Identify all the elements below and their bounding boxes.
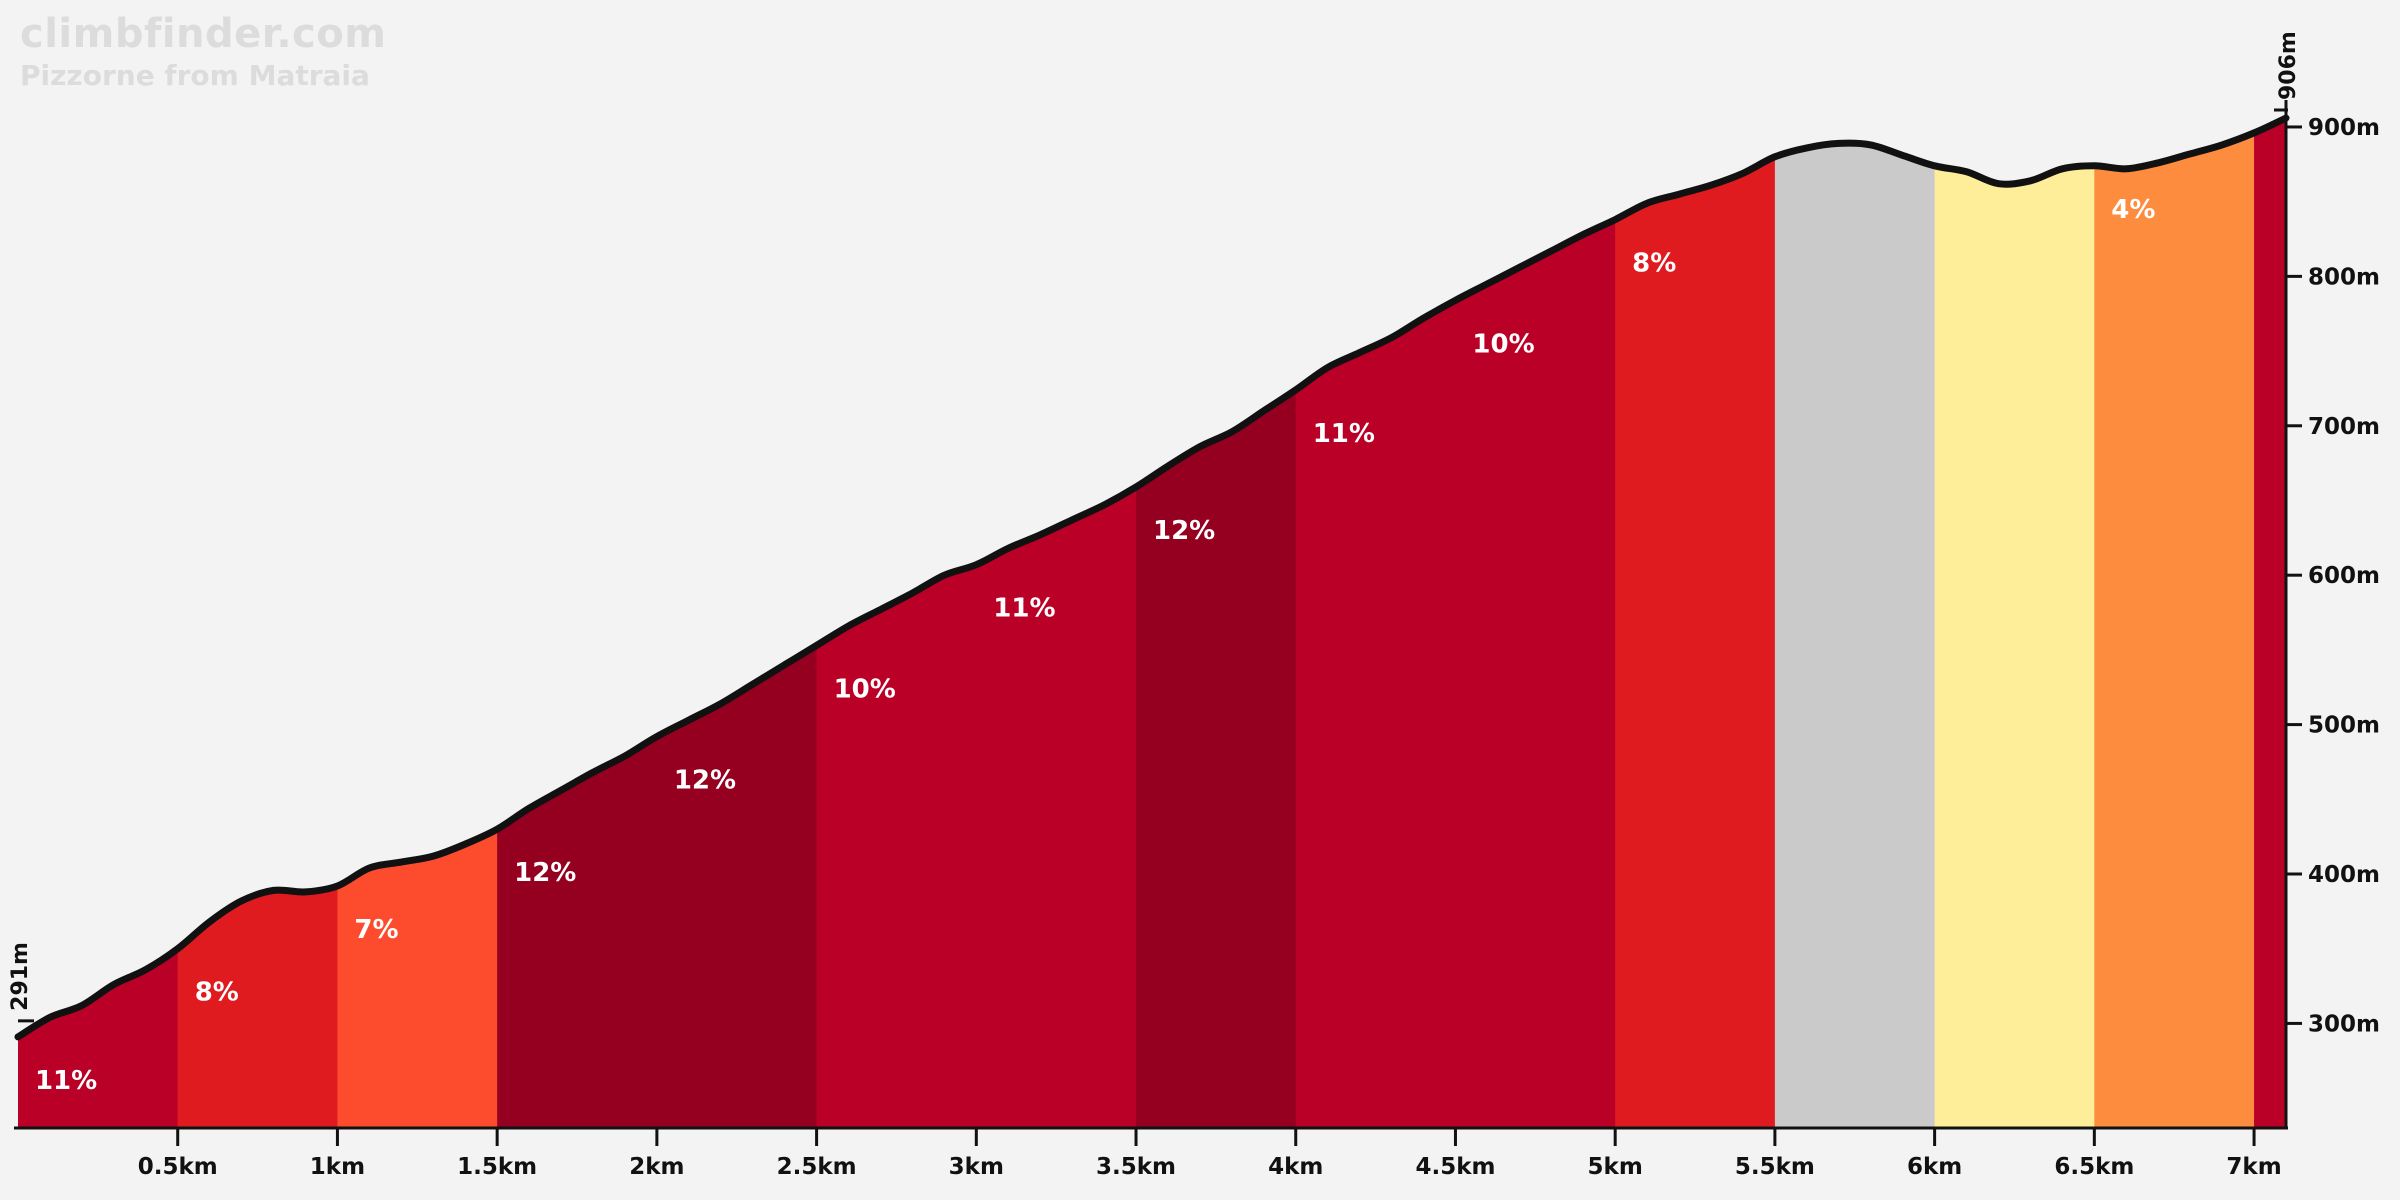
x-tick-label: 3km xyxy=(949,1154,1004,1180)
start-elevation-label: 291m xyxy=(8,942,33,1011)
gradient-label: 8% xyxy=(195,978,239,1008)
x-tick-label: 2km xyxy=(629,1154,684,1180)
x-tick-label: 6km xyxy=(1907,1154,1962,1180)
gradient-segment xyxy=(1615,118,1776,1128)
gradient-label: 11% xyxy=(35,1066,97,1096)
y-tick-label: 600m xyxy=(2308,563,2380,589)
x-tick-label: 2.5km xyxy=(777,1154,857,1180)
x-tick-label: 7km xyxy=(2226,1154,2281,1180)
y-tick-label: 700m xyxy=(2308,414,2380,440)
y-tick-label: 300m xyxy=(2308,1011,2380,1037)
x-tick-label: 6.5km xyxy=(2054,1154,2134,1180)
gradient-segment xyxy=(2094,118,2255,1128)
gradient-segment xyxy=(2254,118,2286,1128)
gradient-segment xyxy=(1774,118,1936,1128)
gradient-segment xyxy=(1295,118,1616,1128)
gradient-segment xyxy=(1136,118,1297,1128)
gradient-label: 10% xyxy=(1472,329,1534,359)
y-tick-label: 500m xyxy=(2308,713,2380,739)
gradient-label: 11% xyxy=(993,594,1055,624)
end-elevation-label: 906m xyxy=(2276,31,2301,100)
x-tick-label: 4.5km xyxy=(1415,1154,1495,1180)
x-tick-label: 3.5km xyxy=(1096,1154,1176,1180)
brand-watermark: climbfinder.com Pizzorne from Matraia xyxy=(20,14,386,90)
x-tick-label: 5km xyxy=(1588,1154,1643,1180)
gradient-label: 8% xyxy=(1632,249,1676,279)
x-tick-label: 4km xyxy=(1268,1154,1323,1180)
climb-name: Pizzorne from Matraia xyxy=(20,59,370,92)
gradient-segment xyxy=(497,118,818,1128)
x-tick-label: 1.5km xyxy=(457,1154,537,1180)
gradient-label: 7% xyxy=(354,915,398,945)
x-tick-label: 1km xyxy=(310,1154,365,1180)
gradient-label: 12% xyxy=(514,858,576,888)
gradient-label: 4% xyxy=(2111,195,2155,225)
y-tick-label: 900m xyxy=(2308,115,2380,141)
x-tick-label: 0.5km xyxy=(138,1154,218,1180)
gradient-label: 11% xyxy=(1313,419,1375,449)
gradient-label: 12% xyxy=(1153,516,1215,546)
profile-outline xyxy=(14,114,2290,1041)
gradient-label: 10% xyxy=(834,674,896,704)
gradient-segment xyxy=(1934,118,2095,1128)
gradient-label: 12% xyxy=(674,766,736,796)
gradient-segment xyxy=(816,118,1137,1128)
gradient-segments xyxy=(18,118,2286,1128)
x-tick-label: 5.5km xyxy=(1735,1154,1815,1180)
y-tick-label: 400m xyxy=(2308,862,2380,888)
site-name: climbfinder.com xyxy=(20,11,387,57)
gradient-segment xyxy=(177,118,339,1128)
y-tick-label: 800m xyxy=(2308,264,2380,290)
gradient-segment xyxy=(337,118,498,1128)
